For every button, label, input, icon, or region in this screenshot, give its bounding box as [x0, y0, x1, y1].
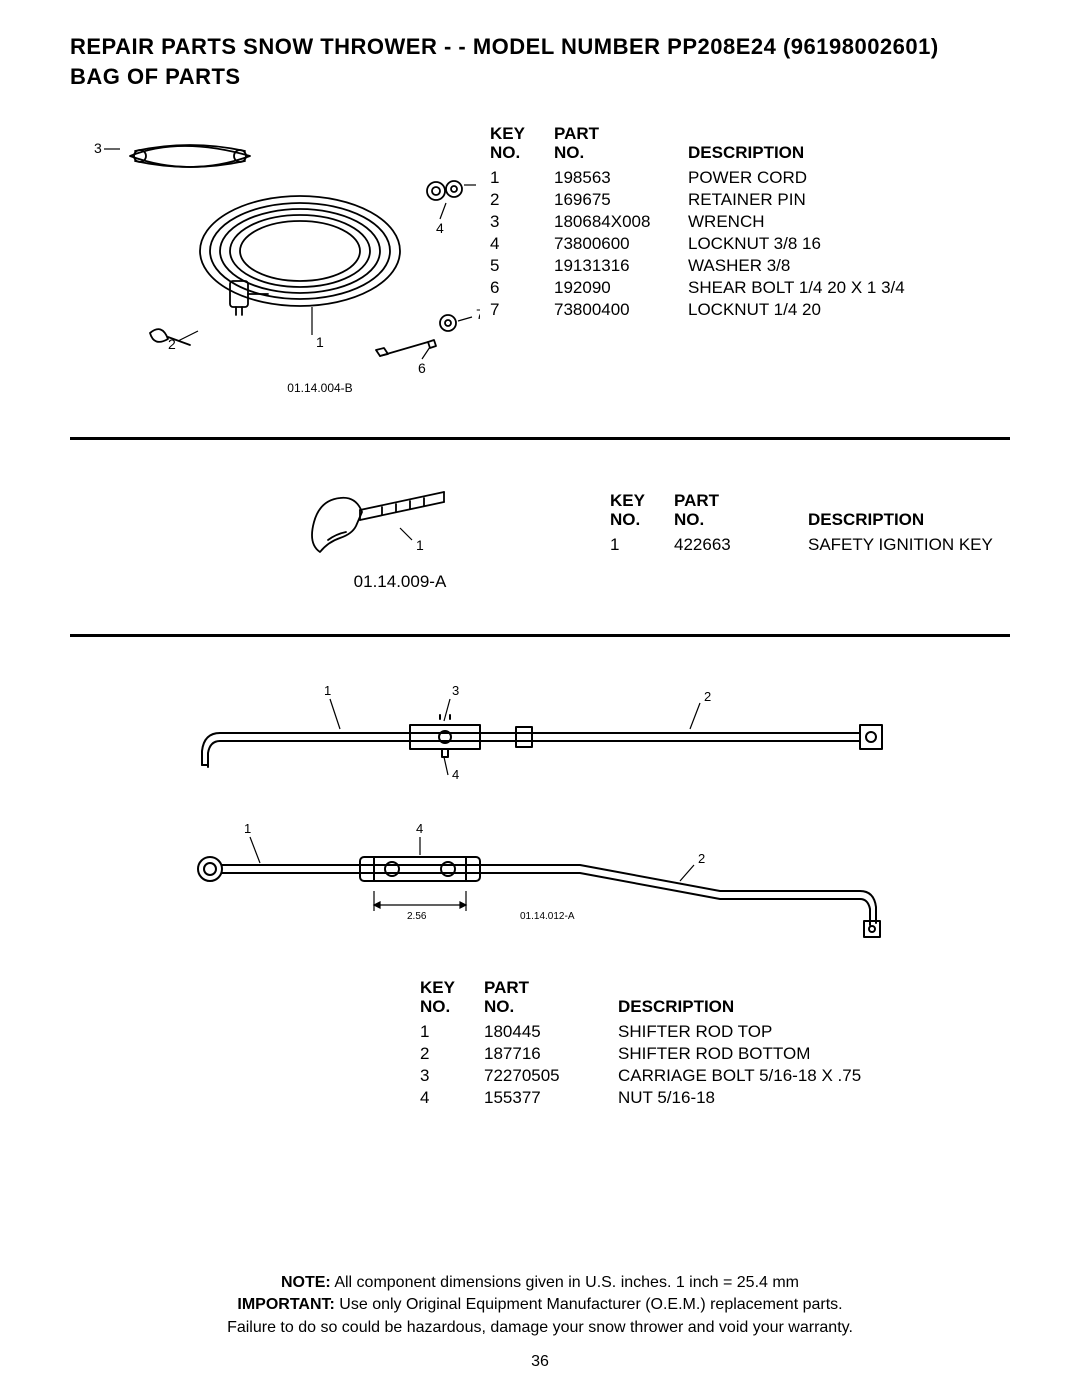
table-row: 372270505CARRIAGE BOLT 5/16-18 X .75 [420, 1065, 875, 1087]
table-row: 3180684X008WRENCH [490, 211, 919, 233]
table-row: 1198563POWER CORD [490, 167, 919, 189]
svg-text:4: 4 [452, 767, 459, 779]
svg-text:4: 4 [416, 821, 423, 836]
bag-of-parts-svg: 3 2 1 4 5 7 6 [80, 121, 480, 381]
svg-text:01.14.012-A: 01.14.012-A [520, 911, 575, 922]
divider [70, 437, 1010, 440]
page-number: 36 [0, 1353, 1080, 1371]
warranty-line: Failure to do so could be hazardous, dam… [0, 1317, 1080, 1339]
svg-text:1: 1 [244, 821, 251, 836]
title-line-1: REPAIR PARTS SNOW THROWER - - MODEL NUMB… [70, 32, 1010, 62]
table-row: 519131316WASHER 3/8 [490, 255, 919, 277]
svg-text:3: 3 [94, 140, 102, 156]
table-row: 6192090SHEAR BOLT 1/4 20 X 1 3/4 [490, 277, 919, 299]
svg-text:2: 2 [704, 689, 711, 704]
svg-text:7: 7 [476, 306, 480, 322]
divider [70, 634, 1010, 637]
table-row: 1422663SAFETY IGNITION KEY [610, 534, 1007, 556]
th-desc: DESCRIPTION [688, 143, 804, 162]
svg-text:2: 2 [698, 851, 705, 866]
figure-caption-2: 01.14.009-A [354, 572, 447, 592]
parts-table-3: KEYNO. PARTNO. DESCRIPTION 1180445SHIFTE… [420, 979, 875, 1108]
shifter-rod-bottom-svg: 1 4 2 2.56 01.14.012-A [160, 819, 920, 959]
svg-text:6: 6 [418, 360, 426, 376]
footer-notes: NOTE: All component dimensions given in … [0, 1272, 1080, 1339]
figure-bag-of-parts: 3 2 1 4 5 7 6 01.14.004-B [70, 121, 490, 395]
ignition-key-svg: 1 [300, 482, 500, 572]
svg-text:1: 1 [416, 537, 424, 553]
page: REPAIR PARTS SNOW THROWER - - MODEL NUMB… [0, 0, 1080, 1397]
important-text: Use only Original Equipment Manufacturer… [335, 1296, 843, 1313]
table-row: 2169675RETAINER PIN [490, 189, 919, 211]
figure-ignition-key: 1 01.14.009-A [70, 482, 610, 592]
table-row: 2187716SHIFTER ROD BOTTOM [420, 1043, 875, 1065]
section-shifter-rods: 1 3 2 4 [70, 679, 1010, 1108]
parts-table-2: KEYNO. PARTNO. DESCRIPTION 1422663SAFETY… [610, 492, 1007, 555]
page-title: REPAIR PARTS SNOW THROWER - - MODEL NUMB… [70, 32, 1010, 91]
svg-text:3: 3 [452, 683, 459, 698]
svg-text:1: 1 [324, 683, 331, 698]
th-part: PART [554, 124, 599, 143]
shifter-rod-top-svg: 1 3 2 4 [160, 679, 920, 779]
svg-text:2: 2 [168, 336, 176, 352]
table-row: 773800400LOCKNUT 1/4 20 [490, 299, 919, 321]
th-no2: NO. [554, 143, 584, 162]
figure-shifter-rods: 1 3 2 4 [110, 679, 970, 959]
important-label: IMPORTANT: [237, 1296, 334, 1313]
note-label: NOTE: [281, 1274, 331, 1291]
title-line-2: BAG OF PARTS [70, 62, 1010, 92]
table-row: 4155377NUT 5/16-18 [420, 1087, 875, 1109]
section-bag-of-parts: 3 2 1 4 5 7 6 01.14.004-B KEYNO. PARTNO.… [70, 121, 1010, 395]
parts-table-1: KEYNO. PARTNO. DESCRIPTION 1198563POWER … [490, 125, 919, 320]
th-key: KEY [490, 124, 525, 143]
svg-text:1: 1 [316, 334, 324, 350]
parts-tbody-1: 1198563POWER CORD 2169675RETAINER PIN 31… [490, 167, 919, 321]
figure-caption-1: 01.14.004-B [287, 381, 352, 395]
svg-text:4: 4 [436, 220, 444, 236]
table-row: 1180445SHIFTER ROD TOP [420, 1021, 875, 1043]
table-row: 473800600LOCKNUT 3/8 16 [490, 233, 919, 255]
th-no: NO. [490, 143, 520, 162]
note-text: All component dimensions given in U.S. i… [331, 1274, 799, 1291]
section-ignition-key: 1 01.14.009-A KEYNO. PARTNO. DESCRIPTION… [70, 482, 1010, 592]
svg-text:2.56: 2.56 [407, 911, 427, 922]
